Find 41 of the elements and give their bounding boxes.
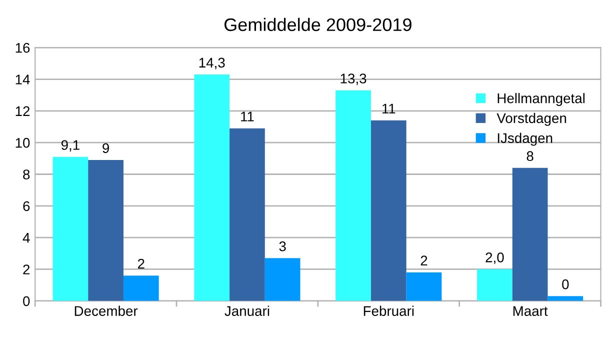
- data-label: 0: [562, 279, 569, 290]
- y-tick-label: 2: [23, 264, 30, 274]
- data-label: 11: [382, 104, 396, 114]
- y-tick-label: 10: [16, 138, 30, 148]
- y-tick-label: 0: [23, 296, 30, 306]
- bar: [370, 120, 406, 301]
- bar: [477, 269, 512, 301]
- bar: [123, 276, 159, 301]
- bar: [548, 296, 584, 301]
- legend-label: IJsdagen: [498, 132, 552, 146]
- x-tick-label: December: [74, 306, 138, 316]
- y-tick-label: 14: [16, 74, 30, 84]
- y-tick-label: 8: [23, 170, 30, 180]
- data-label: 11: [241, 112, 254, 122]
- data-label: 13,3: [340, 74, 366, 86]
- data-label: 3: [279, 241, 286, 252]
- data-label: 9: [102, 143, 110, 154]
- bar: [264, 258, 300, 301]
- x-tick-label: Januari: [224, 306, 270, 316]
- legend-label: Vorstdagen: [496, 112, 566, 126]
- data-label: 8: [526, 151, 534, 162]
- bar: [406, 272, 442, 301]
- y-tick-label: 16: [16, 42, 30, 53]
- chart-title: Gemiddelde 2009-2019: [224, 18, 412, 32]
- bar: [52, 156, 88, 301]
- data-label: 2,0: [486, 252, 504, 264]
- y-tick-label: 4: [22, 233, 30, 243]
- y-tick-label: 6: [23, 201, 30, 212]
- bar: [88, 160, 124, 301]
- x-tick-label: Februari: [364, 306, 414, 316]
- bar: [230, 128, 265, 301]
- legend-label: Hellmanngetal: [498, 93, 585, 106]
- x-tick-label: Maart: [513, 306, 548, 316]
- bar: [336, 90, 371, 301]
- bar: [194, 74, 230, 301]
- data-label: 2: [138, 258, 144, 269]
- data-label: 14,3: [199, 58, 225, 70]
- data-label: 2: [420, 256, 428, 266]
- data-label: 9,1: [61, 140, 80, 152]
- y-tick-label: 12: [16, 106, 30, 116]
- bar: [512, 168, 548, 301]
